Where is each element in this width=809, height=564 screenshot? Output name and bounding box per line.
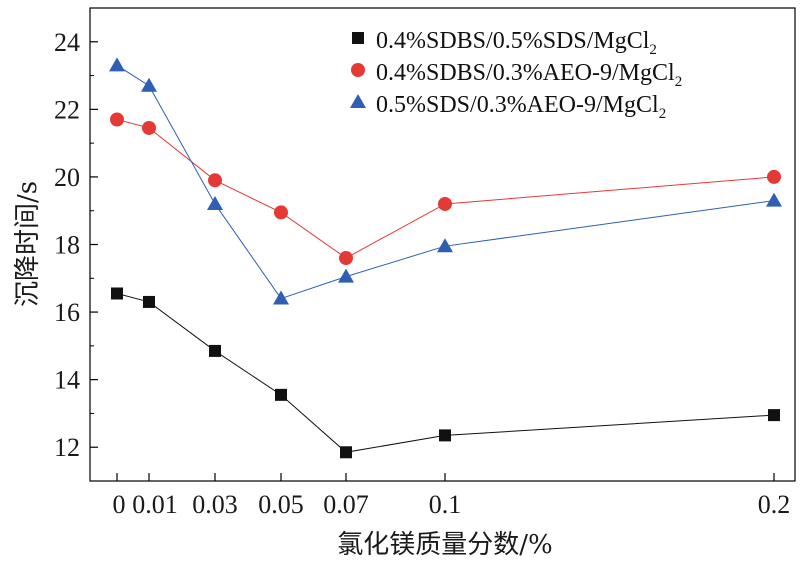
x-axis-title: 氯化镁质量分数/%: [337, 530, 552, 560]
legend-label: 0.5%SDS/0.3%AEO-9/MgCl2: [376, 92, 666, 122]
y-axis-title: 沉降时间/s: [13, 181, 43, 307]
y-tick-label: 22: [54, 95, 80, 124]
data-point: [351, 63, 365, 77]
data-point: [350, 94, 366, 108]
data-point: [143, 295, 155, 308]
series-circle: [110, 112, 781, 266]
x-tick-label: 0.07: [323, 490, 369, 519]
x-tick-label: 0: [113, 490, 126, 519]
y-tick-label: 20: [54, 163, 80, 192]
x-tick-label: 0.01: [132, 490, 178, 519]
series-line: [116, 293, 775, 453]
data-point: [339, 251, 353, 266]
data-point: [766, 192, 782, 207]
data-point: [273, 290, 289, 305]
y-tick-label: 12: [54, 433, 80, 462]
data-point: [208, 173, 222, 188]
legend-entry: 0.4%SDBS/0.3%AEO-9/MgCl2: [351, 60, 682, 90]
legend-entry: 0.4%SDBS/0.5%SDS/MgCl2: [352, 28, 657, 58]
x-tick-label: 0.05: [258, 490, 304, 519]
data-point: [207, 195, 223, 210]
data-point: [109, 57, 125, 72]
data-point: [141, 77, 157, 92]
data-point: [338, 268, 354, 283]
y-tick-label: 16: [54, 298, 80, 327]
y-tick-label: 24: [54, 28, 80, 57]
legend-entry: 0.5%SDS/0.3%AEO-9/MgCl2: [350, 92, 666, 122]
y-tick-label: 14: [54, 366, 80, 395]
series-line: [116, 119, 775, 259]
x-tick-label: 0.2: [758, 490, 791, 519]
data-point: [767, 169, 781, 184]
series-square: [111, 287, 780, 459]
data-point: [209, 344, 221, 357]
data-point: [768, 409, 780, 422]
y-tick-label: 18: [54, 231, 80, 260]
legend-label: 0.4%SDBS/0.5%SDS/MgCl2: [376, 28, 657, 58]
data-point: [274, 205, 288, 220]
data-point: [438, 196, 452, 211]
x-tick-label: 0.03: [192, 490, 238, 519]
data-point: [111, 287, 123, 300]
data-point: [275, 388, 287, 401]
data-point: [340, 446, 352, 459]
data-point: [439, 429, 451, 442]
series-triangle: [109, 57, 782, 305]
data-point: [142, 120, 156, 135]
legend-label: 0.4%SDBS/0.3%AEO-9/MgCl2: [376, 60, 682, 90]
data-point: [352, 32, 364, 44]
x-tick-label: 0.1: [429, 490, 462, 519]
data-point: [110, 112, 124, 127]
data-point: [437, 238, 453, 253]
